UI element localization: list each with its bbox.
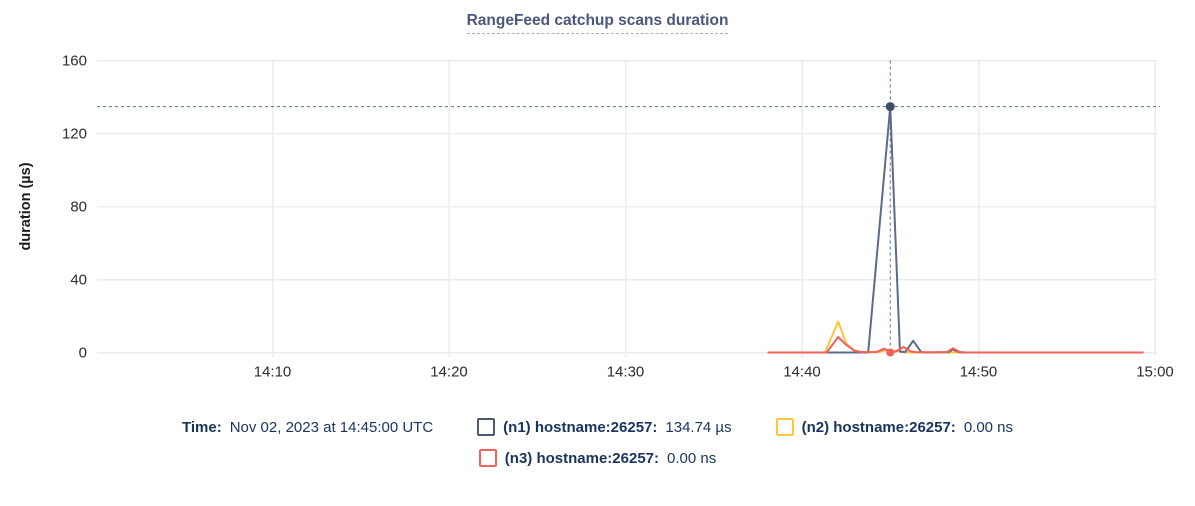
legend-swatch-n1-icon [477, 418, 496, 436]
series-line-n1 [767, 105, 1144, 354]
x-tick-label: 14:40 [783, 364, 821, 381]
legend-time-label: Time: [181, 418, 222, 436]
series-line-n3 [767, 335, 1144, 354]
chart-title-text[interactable]: RangeFeed catchup scans duration [466, 12, 729, 34]
y-tick-label: 40 [70, 272, 87, 289]
legend-entry-n1: (n1) hostname:26257: 134.74 µs [477, 418, 732, 436]
legend-entry-n2: (n2) hostname:26257: 0.00 ns [775, 418, 1014, 436]
legend-entry-n3-value: 0.00 ns [667, 449, 717, 467]
chart-legend: Time: Nov 02, 2023 at 14:45:00 UTC (n1) … [0, 418, 1195, 480]
legend-swatch-n3-icon [478, 449, 497, 467]
y-tick-label: 160 [62, 53, 87, 70]
x-tick-label: 14:30 [607, 364, 645, 381]
legend-entry-n1-label: (n1) hostname:26257: [503, 418, 658, 436]
legend-entry-n2-label: (n2) hostname:26257: [801, 418, 956, 436]
legend-swatch-n2-icon [775, 418, 794, 436]
legend-entry-n3-label: (n3) hostname:26257: [504, 449, 659, 467]
legend-entry-n2-value: 0.00 ns [963, 418, 1014, 436]
hover-marker-n1 [885, 102, 895, 112]
legend-entry-n1-value: 134.74 µs [665, 418, 732, 436]
x-tick-label: 15:00 [1136, 364, 1174, 381]
hover-marker-n3 [886, 348, 895, 357]
legend-time-value: Nov 02, 2023 at 14:45:00 UTC [229, 418, 434, 436]
chart-title: RangeFeed catchup scans duration [0, 12, 1195, 34]
x-tick-label: 14:10 [254, 364, 292, 381]
y-tick-label: 0 [79, 345, 87, 362]
y-axis-title: duration (µs) [18, 162, 34, 250]
y-tick-label: 80 [70, 199, 87, 216]
legend-row-2: (n3) hostname:26257: 0.00 ns [0, 449, 1195, 467]
series-line-n2 [767, 320, 1144, 354]
legend-entry-n3: (n3) hostname:26257: 0.00 ns [478, 449, 717, 467]
x-tick-label: 14:20 [430, 364, 468, 381]
x-tick-label: 14:50 [960, 364, 998, 381]
legend-time: Time: Nov 02, 2023 at 14:45:00 UTC [182, 419, 433, 436]
chart-area: 14:10 14:20 14:30 14:40 14:50 15:00 0 40 80 120 16… [0, 0, 1195, 400]
y-tick-label: 120 [62, 126, 87, 143]
chart-plot[interactable]: 14:10 14:20 14:30 14:40 14:50 15:00 0 40 80 120 16… [0, 0, 1195, 400]
legend-row-1: Time: Nov 02, 2023 at 14:45:00 UTC (n1) … [0, 418, 1195, 436]
